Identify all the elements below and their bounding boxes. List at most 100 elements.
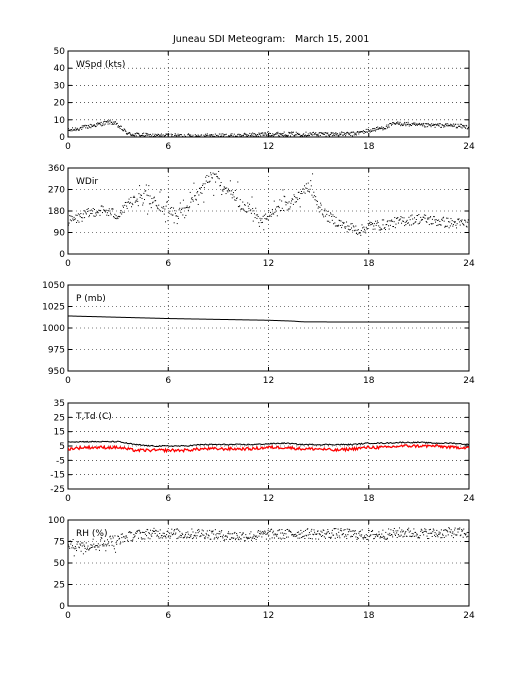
wspd-point xyxy=(89,126,91,128)
rh-point xyxy=(118,538,120,540)
rh-point xyxy=(187,531,189,533)
wspd-point xyxy=(183,134,185,136)
wspd-point xyxy=(322,132,324,134)
rh-point xyxy=(225,535,227,537)
wspd-point xyxy=(194,136,196,137)
rh-point xyxy=(404,533,406,535)
wdir-point xyxy=(263,229,265,231)
wspd-point xyxy=(436,124,438,126)
wspd-point xyxy=(399,121,401,123)
wdir-point xyxy=(438,223,440,225)
wspd-point xyxy=(464,126,466,128)
rh-point xyxy=(120,533,122,535)
wspd-point xyxy=(279,135,281,137)
wdir-point xyxy=(324,208,326,210)
wdir-point xyxy=(467,221,469,223)
wspd-point xyxy=(466,125,468,127)
rh-point xyxy=(281,532,283,534)
wspd-point xyxy=(80,127,82,129)
rh-point xyxy=(77,541,79,543)
wdir-point xyxy=(399,219,401,221)
wspd-point xyxy=(308,134,310,136)
pressure-xtick-label: 18 xyxy=(363,376,375,386)
wspd-point xyxy=(248,134,250,136)
wdir-point xyxy=(466,226,468,228)
wspd-point xyxy=(197,136,199,137)
wspd-point xyxy=(300,135,302,137)
wspd-point xyxy=(408,125,410,127)
wspd-point xyxy=(435,124,437,126)
wdir-point xyxy=(123,211,125,213)
wspd-point xyxy=(416,124,418,126)
wdir-point xyxy=(357,229,359,231)
wdir-point xyxy=(308,191,310,193)
wdir-point xyxy=(302,188,304,190)
wdir-point xyxy=(416,215,418,217)
rh-point xyxy=(302,535,304,537)
wdir-point xyxy=(228,189,230,191)
wdir-point xyxy=(188,207,190,209)
wspd-point xyxy=(174,133,176,135)
wspd-point xyxy=(228,135,230,137)
wspd-point xyxy=(297,132,299,134)
wspd-point xyxy=(178,135,180,137)
wdir-point xyxy=(261,218,263,220)
wspd-point xyxy=(353,134,355,136)
wspd-point xyxy=(127,133,129,135)
wdir-point xyxy=(356,229,358,231)
rh-point xyxy=(96,545,98,547)
wdir-point xyxy=(127,201,129,203)
wspd-point xyxy=(70,129,72,131)
wdir-point xyxy=(365,226,367,228)
wspd-point xyxy=(421,123,423,125)
wspd-point xyxy=(386,124,388,126)
rh-point xyxy=(146,535,148,537)
wspd-point xyxy=(109,123,111,125)
wspd-point xyxy=(96,123,98,125)
wdir-point xyxy=(137,200,139,202)
wdir-point xyxy=(396,218,398,220)
rh-point xyxy=(235,537,237,539)
wdir-point xyxy=(370,224,372,226)
wdir-point xyxy=(158,204,160,206)
rh-point xyxy=(188,536,190,538)
wspd-point xyxy=(90,127,92,129)
wdir-point xyxy=(279,210,281,212)
wdir-point xyxy=(459,224,461,226)
rh-point xyxy=(98,546,100,548)
wspd-point xyxy=(327,132,329,134)
wspd-point xyxy=(401,125,403,127)
wspd-point xyxy=(251,134,253,136)
wspd-point xyxy=(398,122,400,124)
wspd-point xyxy=(131,135,133,137)
wdir-point xyxy=(304,185,306,187)
rh-point xyxy=(222,537,224,539)
wspd-point xyxy=(372,128,374,130)
rh-point xyxy=(267,529,269,531)
rh-point xyxy=(304,538,306,540)
wspd-point xyxy=(345,135,347,137)
wspd-point xyxy=(281,133,283,135)
wspd-point xyxy=(197,134,199,136)
rh-point xyxy=(274,533,276,535)
rh-point xyxy=(378,533,380,535)
rh-point xyxy=(81,542,83,544)
wdir-point xyxy=(266,215,268,217)
wdir-point xyxy=(295,201,297,203)
rh-point xyxy=(361,529,363,531)
wspd-point xyxy=(450,123,452,125)
wspd-point xyxy=(325,132,327,134)
wspd-point xyxy=(94,126,96,128)
wdir-point xyxy=(463,224,465,226)
wdir-point xyxy=(415,218,417,220)
rh-point xyxy=(208,535,210,537)
wspd-point xyxy=(94,125,96,127)
wspd-point xyxy=(370,129,372,131)
wspd-point xyxy=(306,135,308,137)
rh-point xyxy=(358,531,360,533)
wdir-point xyxy=(381,229,383,231)
rh-point xyxy=(76,543,78,545)
pressure-series-group xyxy=(68,315,469,323)
wspd-point xyxy=(265,134,267,136)
rh-point xyxy=(116,543,118,545)
